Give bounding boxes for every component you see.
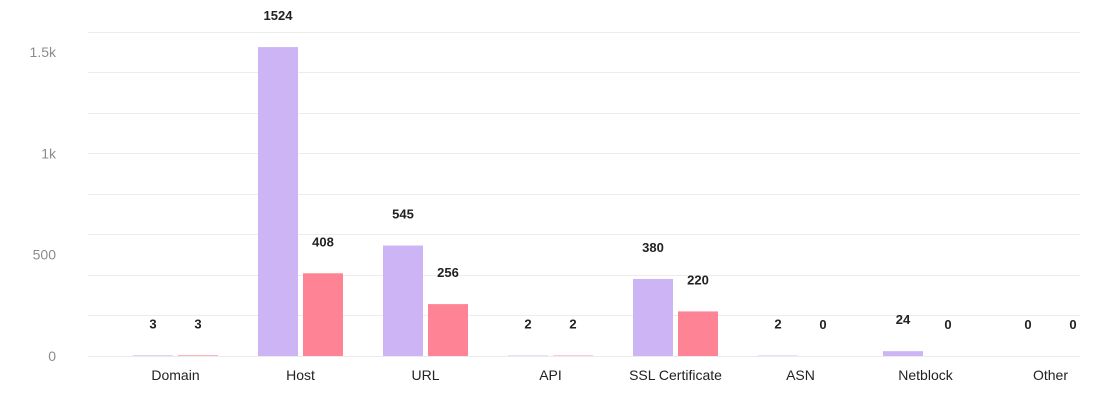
- bars: [133, 47, 923, 356]
- x-category-label: ASN: [786, 367, 815, 383]
- data-label: 408: [312, 234, 334, 249]
- data-label: 24: [896, 312, 911, 327]
- data-label: 3: [194, 316, 201, 331]
- bar: [178, 355, 218, 356]
- y-axis-ticks: 0 500 1k 1.5k: [30, 44, 57, 364]
- x-category-label: Host: [286, 367, 315, 383]
- grid-lines: [88, 32, 1080, 357]
- data-label: 220: [687, 272, 709, 287]
- x-category-label: Other: [1033, 367, 1068, 383]
- x-axis-categories: Domain Host URL API SSL Certificate ASN Netblo…: [151, 367, 1068, 383]
- bar: [303, 273, 343, 356]
- data-label: 3: [149, 316, 156, 331]
- x-category-label: Netblock: [898, 367, 953, 383]
- bar: [383, 245, 423, 356]
- y-tick-label: 1.5k: [30, 44, 57, 60]
- x-category-label: SSL Certificate: [629, 367, 722, 383]
- data-labels: 3 3 1524 408 545 256 2 2 380 220 2 0 24 0 0 0: [149, 8, 1076, 332]
- bar: [428, 304, 468, 356]
- y-tick-label: 500: [33, 247, 57, 263]
- data-label: 0: [1024, 317, 1031, 332]
- data-label: 0: [819, 317, 826, 332]
- y-tick-label: 1k: [41, 145, 57, 161]
- bar: [633, 278, 673, 356]
- data-label: 0: [1069, 317, 1076, 332]
- y-tick-label: 0: [48, 348, 56, 364]
- data-label: 2: [774, 317, 781, 332]
- data-label: 1524: [264, 8, 294, 23]
- x-category-label: Domain: [151, 367, 199, 383]
- data-label: 2: [569, 317, 576, 332]
- data-label: 545: [392, 207, 414, 222]
- data-label: 2: [524, 317, 531, 332]
- data-label: 256: [437, 265, 459, 280]
- data-label: 0: [944, 317, 951, 332]
- x-category-label: API: [539, 367, 562, 383]
- bar: [678, 311, 718, 356]
- data-label: 380: [642, 240, 664, 255]
- x-category-label: URL: [411, 367, 439, 383]
- bar: [883, 351, 923, 356]
- bar: [258, 47, 298, 356]
- bar: [133, 355, 173, 356]
